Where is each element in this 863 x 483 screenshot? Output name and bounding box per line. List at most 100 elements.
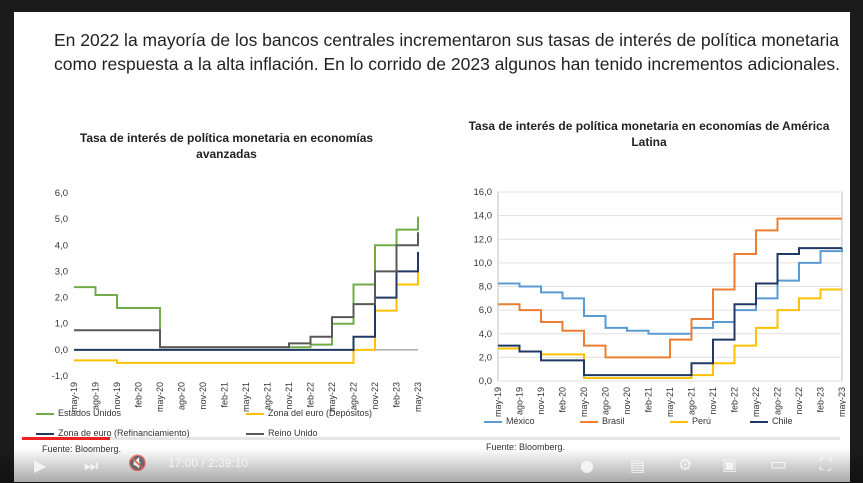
miniplayer-icon[interactable]: ▣ [722, 455, 738, 474]
x-tick-label: feb-20 [134, 382, 144, 408]
legend-item: Zona del euro (Depósitos) [246, 408, 372, 418]
chart-legend-advanced: Estados Unidos Zona del euro (Depósitos) Z… [36, 408, 436, 442]
legend-label: Zona del euro (Depósitos) [268, 408, 373, 418]
x-tick-label: may-22 [751, 387, 761, 417]
x-tick-label: nov-21 [284, 382, 294, 410]
series-line [498, 217, 842, 359]
subtitles-icon[interactable]: ▤ [630, 456, 646, 475]
y-tick-label: 16,0 [474, 187, 493, 198]
legend-item: Chile [750, 416, 793, 426]
legend-swatch [36, 412, 54, 415]
legend-swatch [246, 412, 264, 415]
x-tick-label: nov-22 [794, 387, 804, 415]
series-line [74, 251, 419, 351]
y-tick-label: 0,0 [55, 345, 68, 356]
y-tick-label: 12,0 [474, 234, 493, 245]
y-tick-label: 4,0 [55, 240, 68, 251]
y-tick-label: 2,0 [55, 293, 68, 304]
legend-label: Zona de euro (Refinanciamiento) [58, 428, 190, 438]
y-tick-label: 1,0 [55, 319, 68, 330]
x-tick-label: feb-20 [558, 387, 568, 413]
x-tick-label: ago-21 [687, 387, 697, 415]
x-tick-label: ago-20 [177, 382, 187, 410]
x-tick-label: may-23 [837, 387, 846, 417]
y-tick-label: 4,0 [479, 329, 492, 340]
series-line [74, 232, 419, 349]
player-controls: ▶ ⏭ 🔇 ● ▤ ⚙ ▣ ▭ ⛶ [0, 448, 863, 483]
x-tick-label: may-21 [241, 382, 251, 412]
x-tick-label: ago-20 [601, 387, 611, 415]
chart-source-advanced: Fuente: Bloomberg. [42, 444, 121, 454]
legend-item: Perú [670, 416, 711, 426]
next-icon[interactable]: ⏭ [84, 456, 99, 475]
settings-icon[interactable]: ⚙ [678, 455, 693, 474]
x-tick-label: ago-22 [349, 382, 359, 410]
y-tick-label: 8,0 [479, 282, 492, 293]
legend-label: Chile [772, 416, 793, 426]
legend-swatch [246, 432, 264, 435]
chart-legend-latam: México Brasil Perú Chile [484, 416, 844, 432]
chart-title-latam: Tasa de interés de política monetaria en… [468, 119, 830, 149]
y-tick-label: 0,0 [479, 376, 492, 387]
play-icon[interactable]: ▶ [34, 456, 47, 475]
series-line [498, 247, 842, 377]
video-progress-bar[interactable] [22, 437, 840, 440]
slide-headline: En 2022 la mayoría de los bancos central… [54, 30, 841, 74]
chart-source-latam: Fuente: Bloomberg. [486, 442, 566, 452]
x-tick-label: ago-22 [773, 387, 783, 415]
x-tick-label: ago-21 [263, 382, 273, 410]
series-line [498, 248, 843, 335]
progress-fill [22, 437, 110, 440]
x-tick-label: may-23 [413, 382, 423, 412]
x-tick-label: ago-19 [515, 387, 525, 415]
x-tick-label: feb-22 [306, 382, 316, 408]
fullscreen-icon[interactable]: ⛶ [820, 455, 832, 474]
legend-swatch [484, 420, 502, 423]
time-display: 17:00 / 2:39:10 [168, 456, 249, 470]
x-tick-label: may-19 [69, 382, 79, 412]
legend-swatch [36, 432, 54, 435]
x-tick-label: nov-21 [708, 387, 718, 415]
x-tick-label: nov-20 [622, 387, 632, 415]
legend-swatch [750, 420, 768, 423]
legend-label: Estados Unidos [58, 408, 122, 418]
x-tick-label: feb-22 [730, 387, 740, 413]
x-tick-label: feb-23 [392, 382, 402, 408]
x-tick-label: nov-20 [198, 382, 208, 410]
x-tick-label: may-20 [155, 382, 165, 412]
y-tick-label: 6,0 [479, 305, 492, 316]
legend-label: Brasil [602, 416, 625, 426]
y-tick-label: 5,0 [55, 214, 68, 225]
legend-label: Perú [692, 416, 712, 426]
series-line [74, 216, 419, 349]
x-tick-label: feb-23 [816, 387, 826, 413]
y-tick-label: -1,0 [52, 371, 68, 382]
y-tick-label: 10,0 [474, 258, 493, 269]
y-tick-label: 3,0 [55, 266, 68, 277]
x-tick-label: nov-19 [536, 387, 546, 415]
mute-icon[interactable]: 🔇 [128, 454, 147, 472]
x-tick-label: may-22 [327, 382, 337, 412]
legend-label: México [506, 416, 535, 426]
legend-item: Reino Unido [246, 428, 318, 438]
y-tick-label: 14,0 [474, 211, 493, 222]
y-tick-label: 2,0 [479, 352, 492, 363]
series-line [74, 264, 419, 364]
legend-swatch [670, 420, 688, 423]
legend-swatch [580, 420, 598, 423]
legend-item: Estados Unidos [36, 408, 121, 418]
presentation-slide: En 2022 la mayoría de los bancos central… [14, 12, 850, 482]
autoplay-toggle-icon[interactable]: ● [580, 456, 594, 475]
x-tick-label: may-19 [493, 387, 503, 417]
theater-mode-icon[interactable]: ▭ [770, 454, 788, 475]
y-tick-label: 6,0 [55, 188, 68, 199]
x-tick-label: feb-21 [644, 387, 654, 413]
x-tick-label: may-20 [579, 387, 589, 417]
legend-item: Zona de euro (Refinanciamiento) [36, 428, 190, 438]
x-tick-label: feb-21 [220, 382, 230, 408]
legend-item: México [484, 416, 535, 426]
x-tick-label: nov-19 [112, 382, 122, 410]
